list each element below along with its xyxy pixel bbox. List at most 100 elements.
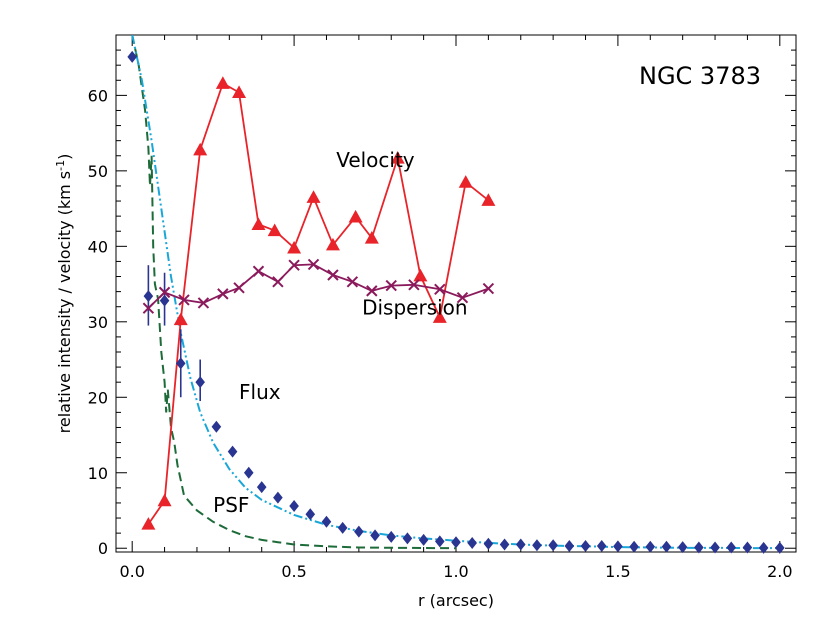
velocity-point [364,231,379,244]
flux-point [143,290,154,303]
velocity-point [287,240,302,254]
dispersion-point [366,285,378,297]
flux-point [273,491,283,504]
flux-label: Flux [239,380,281,404]
y-tick-label: 40 [88,237,108,256]
x-tick-label: 2.0 [767,562,792,581]
dispersion-point [408,279,420,291]
flux-point [159,294,170,307]
y-tick-label: 10 [88,464,108,483]
dispersion-point [142,302,155,314]
velocity-point [193,142,208,156]
flux-point [710,541,720,554]
y-tick-label: 60 [88,86,108,105]
dispersion-point [197,297,210,309]
flux-point [515,538,526,551]
velocity-point [306,190,321,203]
flux-point [451,536,461,549]
velocity-point [232,85,247,98]
dispersion-point [346,276,359,288]
plot-frame [115,34,797,553]
flux-point [726,541,737,554]
y-axis-label: relative intensity / velocity (km s-1) [54,154,75,434]
flux-point [467,536,477,549]
velocity-point [157,493,172,507]
velocity-point [413,268,428,282]
dispersion-point [272,276,284,288]
velocity-label: Velocity [336,148,415,172]
x-tick-label: 1.0 [443,562,468,581]
velocity-point [458,175,473,188]
flux-point [305,508,316,521]
flux-point [243,466,254,479]
dispersion-point [385,279,397,292]
flux-point [256,481,267,494]
flux-point [532,539,542,552]
flux-point [661,540,672,553]
flux-point [548,539,558,552]
x-tick-label: 0.0 [119,562,144,581]
dispersion-point [307,258,320,271]
dispersion-label: Dispersion [362,295,468,319]
flux-point [337,521,348,534]
y-axis-label-exponent: -1 [54,160,67,171]
dispersion-line [147,263,489,309]
flux-point [321,515,332,528]
flux-point [227,445,238,458]
velocity-point [251,217,266,231]
velocity-line [147,81,489,525]
y-axis-label-main: relative intensity / velocity (km s [55,171,74,434]
velocity-point [173,312,188,326]
x-tick-label: 0.5 [281,562,306,581]
x-axis-label: r (arcsec) [418,591,494,610]
dispersion-point [158,286,171,299]
velocity-point [348,209,363,223]
flux-point [580,539,591,552]
dispersion-point [252,265,265,277]
velocity-point [432,310,447,323]
dispersion-point [434,283,446,296]
y-tick-label: 30 [88,313,108,332]
dispersion-point [178,294,190,306]
velocity-point [267,223,282,237]
flux-point [211,420,222,433]
flux-point [370,529,380,542]
flux-point [775,541,785,554]
y-axis-label-close: ) [55,154,74,160]
flux-point [175,357,186,370]
flux-point [629,540,639,553]
dispersion-point [233,282,245,294]
y-tick-label: 0 [98,539,108,558]
flux-point [127,50,137,63]
velocity-point [390,151,405,164]
flux-point [418,533,429,546]
flux-point [596,539,607,552]
flux-point [354,525,364,538]
flux-point [742,541,753,554]
y-tick-label: 50 [88,162,108,181]
psf-line [131,35,457,550]
flux-point [402,532,413,545]
flux-point [677,541,688,554]
dispersion-point [288,259,300,271]
y-tick-label: 20 [88,388,108,407]
dispersion-point [327,269,339,281]
flux-point [289,499,299,512]
velocity-point [141,517,156,530]
chart-title: NGC 3783 [639,62,761,90]
flux-point [435,535,445,548]
flux-point [195,376,205,389]
dispersion-point [482,282,495,295]
velocity-point [215,76,230,89]
flux-point [499,538,510,551]
flux-point [694,541,704,554]
velocity-point [325,237,340,251]
flux-point [645,540,656,553]
flux-point [564,539,575,552]
x-tick-label: 1.5 [605,562,630,581]
flux-point [613,540,623,553]
flux-point [386,530,397,543]
flux-point [483,537,494,550]
